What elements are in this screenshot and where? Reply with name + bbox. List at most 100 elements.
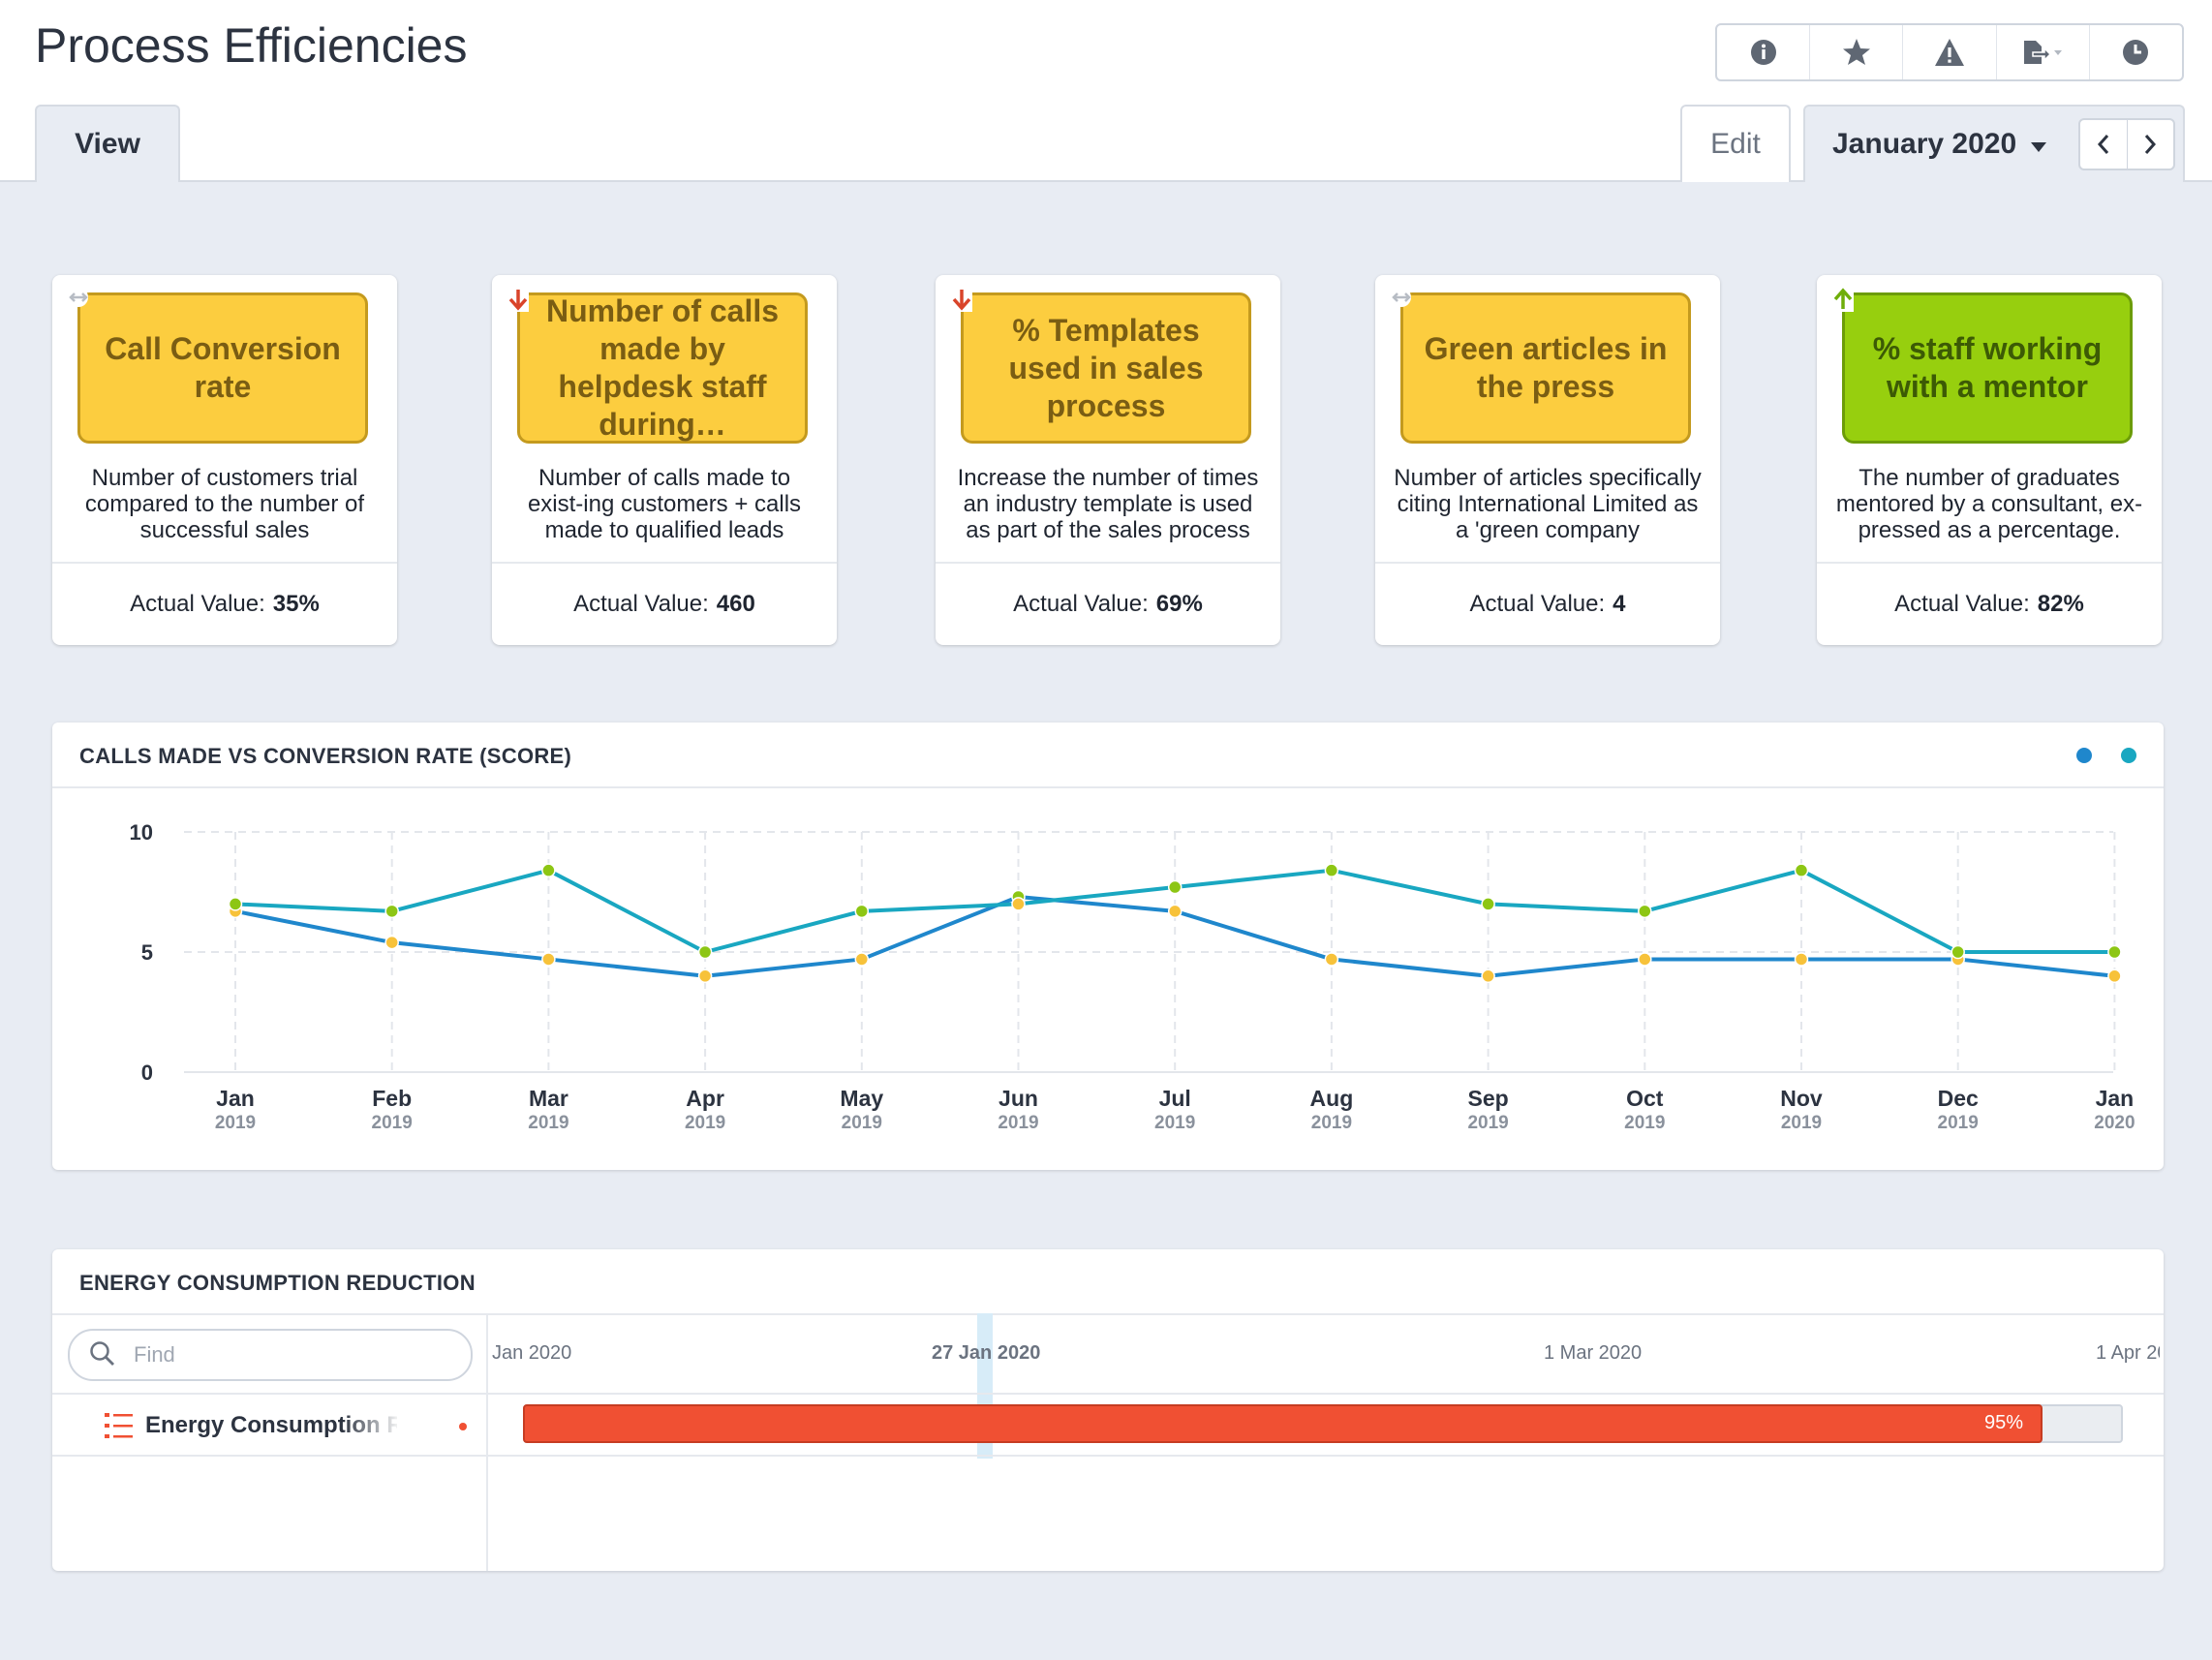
timeline-date-label: Jan 2020 <box>492 1342 572 1364</box>
x-tick-year: 2019 <box>685 1113 725 1133</box>
legend-dot[interactable] <box>2121 748 2136 763</box>
x-tick-year: 2019 <box>528 1113 568 1133</box>
chevron-right-icon <box>2145 135 2157 154</box>
timeline-date-label: 27 Jan 2020 <box>932 1342 1041 1364</box>
data-point <box>1638 952 1652 967</box>
arrow-neutral-icon <box>69 288 88 307</box>
kpi-title[interactable]: % staff working with a mentor <box>1842 292 2133 444</box>
kpi-actual-value: 460 <box>716 591 755 617</box>
task-progress-bar[interactable] <box>523 1404 2043 1443</box>
chart-title: CALLS MADE VS CONVERSION RATE (SCORE) <box>79 744 572 768</box>
divider <box>486 1313 488 1571</box>
x-tick-year: 2019 <box>1938 1113 1979 1133</box>
data-point <box>1011 897 1026 911</box>
data-point <box>697 944 713 960</box>
period-nav <box>2078 118 2175 170</box>
data-point <box>2107 944 2122 960</box>
kpi-card[interactable]: % Templates used in sales process Increas… <box>936 275 1280 645</box>
y-tick-label: 10 <box>130 820 153 845</box>
x-tick-year: 2019 <box>1311 1113 1352 1133</box>
kpi-actual-label: Actual Value: <box>1469 591 1606 617</box>
x-tick-label: Sep <box>1468 1086 1509 1111</box>
timeline-date-label: 1 Mar 2020 <box>1544 1342 1643 1364</box>
gantt-panel: ENERGY CONSUMPTION REDUCTION Jan 2020 27… <box>52 1249 2164 1571</box>
divider <box>52 786 2164 788</box>
y-tick-label: 0 <box>141 1061 153 1085</box>
divider <box>1817 562 2162 564</box>
data-point <box>1324 863 1339 877</box>
data-point <box>2107 968 2122 984</box>
export-button[interactable] <box>1997 25 2090 79</box>
kpi-actual-value: 35% <box>272 591 320 617</box>
export-icon <box>2024 41 2063 64</box>
x-tick-label: May <box>840 1086 883 1111</box>
x-tick-label: Aug <box>1310 1086 1354 1111</box>
gantt-title: ENERGY CONSUMPTION REDUCTION <box>79 1271 476 1295</box>
divider <box>52 1455 2164 1457</box>
kpi-card[interactable]: % staff working with a mentor The number … <box>1817 275 2162 645</box>
kpi-actual-label: Actual Value: <box>1013 591 1149 617</box>
kpi-title[interactable]: Call Conversion rate <box>77 292 368 444</box>
search-box <box>68 1329 473 1381</box>
warning-icon <box>1935 39 1964 66</box>
toolbar <box>1715 23 2184 81</box>
kpi-actual: Actual Value: 69% <box>936 591 1280 618</box>
data-point <box>1481 897 1495 911</box>
search-input[interactable] <box>132 1338 445 1371</box>
chart-panel: CALLS MADE VS CONVERSION RATE (SCORE) 0 5… <box>52 722 2164 1170</box>
arrow-up-icon <box>1832 287 1854 312</box>
arrow-neutral-icon <box>1392 288 1411 307</box>
caret-down-icon[interactable] <box>2030 141 2047 153</box>
legend-dot[interactable] <box>2076 748 2092 763</box>
x-tick-label: Oct <box>1626 1086 1664 1111</box>
data-point <box>384 935 399 950</box>
x-tick-year: 2019 <box>998 1113 1038 1133</box>
kpi-card[interactable]: Call Conversion rate Number of customers … <box>52 275 397 645</box>
divider <box>52 1393 2164 1395</box>
timeline-date-label: 1 Apr 2020 <box>2096 1342 2160 1364</box>
divider <box>52 1313 2164 1315</box>
x-tick-year: 2019 <box>1467 1113 1508 1133</box>
kpi-actual: Actual Value: 82% <box>1817 591 2162 618</box>
tab-view[interactable]: View <box>35 105 180 182</box>
star-icon <box>1842 39 1870 65</box>
tab-edit[interactable]: Edit <box>1680 105 1791 182</box>
search-icon <box>90 1341 114 1366</box>
data-point <box>384 904 399 919</box>
data-point <box>228 897 243 911</box>
data-point <box>1481 968 1495 984</box>
kpi-actual: Actual Value: 460 <box>492 591 837 618</box>
favorite-button[interactable] <box>1810 25 1904 79</box>
clock-icon <box>2123 40 2149 65</box>
period-dropdown[interactable]: January 2020 <box>1832 128 2017 160</box>
divider <box>936 562 1280 564</box>
task-list-icon[interactable] <box>105 1412 134 1439</box>
kpi-card[interactable]: Number of calls made by helpdesk staff d… <box>492 275 837 645</box>
kpi-card[interactable]: Green articles in the press Number of art… <box>1375 275 1720 645</box>
task-name-fade <box>343 1404 401 1447</box>
kpi-description: Number of articles specifically citing I… <box>1394 465 1702 543</box>
previous-period-button[interactable] <box>2080 120 2128 169</box>
kpi-title[interactable]: % Templates used in sales process <box>961 292 1251 444</box>
divider <box>52 562 397 564</box>
data-point <box>1951 944 1965 960</box>
x-tick-label: Dec <box>1938 1086 1979 1111</box>
task-progress-label: 95% <box>1984 1412 2024 1433</box>
kpi-actual-label: Actual Value: <box>1894 591 2030 617</box>
top-bar: Process Efficiencies <box>0 0 2212 182</box>
x-tick-label: Feb <box>372 1086 412 1111</box>
data-point <box>1324 952 1339 967</box>
timeline-date-clip: 1 Apr 2020 <box>2096 1342 2160 1369</box>
x-tick-year: 2019 <box>372 1113 413 1133</box>
alert-button[interactable] <box>1903 25 1997 79</box>
kpi-description: Number of customers trial compared to th… <box>84 465 365 543</box>
next-period-button[interactable] <box>2128 120 2174 169</box>
kpi-title[interactable]: Green articles in the press <box>1400 292 1691 444</box>
arrow-down-icon <box>951 287 972 312</box>
kpi-title[interactable]: Number of calls made by helpdesk staff d… <box>517 292 808 444</box>
info-button[interactable] <box>1717 25 1811 79</box>
data-point <box>1794 863 1809 877</box>
history-button[interactable] <box>2090 25 2182 79</box>
kpi-description: Number of calls made to exist-ing custom… <box>527 465 802 543</box>
info-icon <box>1750 40 1776 65</box>
